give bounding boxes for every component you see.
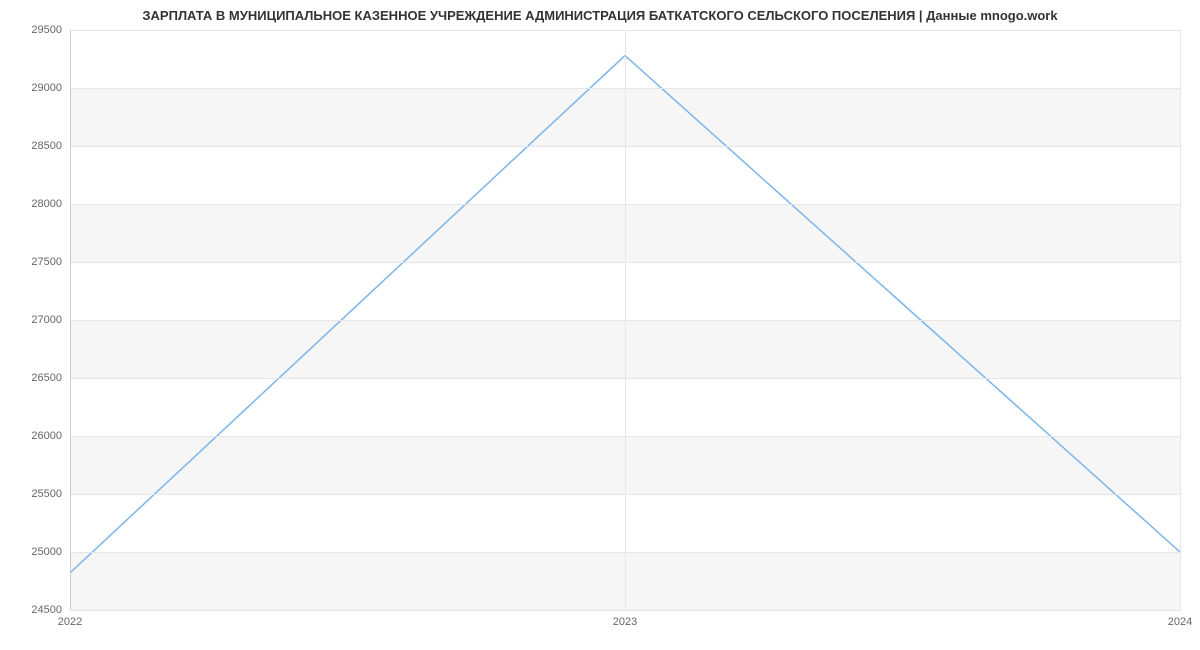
salary-chart: ЗАРПЛАТА В МУНИЦИПАЛЬНОЕ КАЗЕННОЕ УЧРЕЖД… [0, 0, 1200, 650]
x-tick-label: 2023 [613, 610, 637, 628]
x-grid-line [625, 30, 626, 610]
y-tick-label: 28000 [31, 198, 70, 210]
y-tick-label: 29000 [31, 82, 70, 94]
y-tick-label: 27500 [31, 256, 70, 268]
plot-area: 2450025000255002600026500270002750028000… [70, 30, 1180, 610]
x-tick-label: 2024 [1168, 610, 1192, 628]
y-tick-label: 29500 [31, 24, 70, 36]
y-tick-label: 28500 [31, 140, 70, 152]
y-tick-label: 26000 [31, 430, 70, 442]
y-tick-label: 27000 [31, 314, 70, 326]
y-axis-line [70, 30, 71, 610]
x-grid-line [1180, 30, 1181, 610]
chart-title: ЗАРПЛАТА В МУНИЦИПАЛЬНОЕ КАЗЕННОЕ УЧРЕЖД… [0, 8, 1200, 23]
x-tick-label: 2022 [58, 610, 82, 628]
y-tick-label: 26500 [31, 372, 70, 384]
y-tick-label: 25500 [31, 488, 70, 500]
y-tick-label: 25000 [31, 546, 70, 558]
